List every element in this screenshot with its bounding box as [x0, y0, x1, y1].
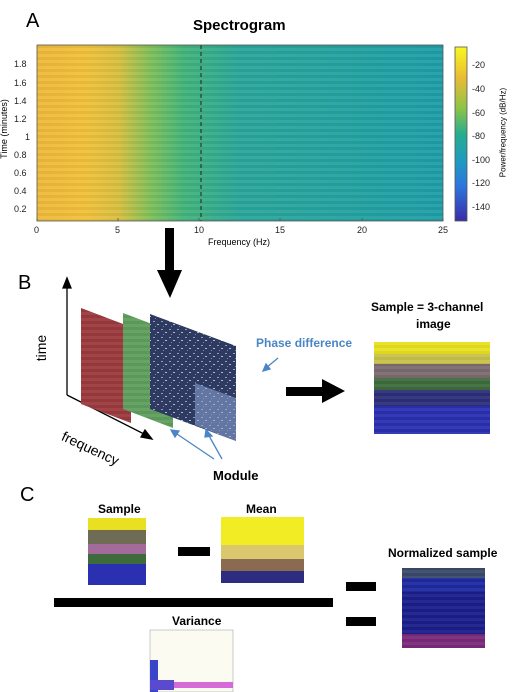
- y-tick: 0.4: [14, 186, 27, 196]
- module-arrows: [169, 357, 279, 460]
- mean-image: [221, 517, 304, 583]
- cbar-tick: -20: [472, 60, 486, 70]
- x-tick: 5: [115, 225, 121, 235]
- sample-label: Sample: [98, 502, 141, 516]
- y-tick: 0.6: [14, 168, 27, 178]
- panel-a-letter: A: [26, 10, 40, 32]
- x-tick: 20: [357, 225, 368, 235]
- colorbar-label: Power/frequency (dB/Hz): [498, 87, 508, 178]
- cbar-tick: -80: [472, 131, 486, 141]
- variance-image: [149, 629, 234, 692]
- y-tick: 1.8: [14, 59, 27, 69]
- y-tick: 0.8: [14, 150, 27, 160]
- cbar-tick: -120: [472, 178, 491, 188]
- fraction-bar: [54, 598, 333, 607]
- panel-b-letter: B: [18, 272, 32, 294]
- sample-caption-line2: image: [416, 317, 451, 331]
- phase-difference-label: Phase difference: [256, 336, 353, 350]
- y-tick: 1.4: [14, 96, 27, 106]
- arrow-to-sample: [286, 379, 345, 403]
- mean-label: Mean: [246, 502, 277, 516]
- equals-top: [346, 582, 376, 591]
- cbar-tick: -40: [472, 84, 486, 94]
- variance-label: Variance: [172, 614, 222, 628]
- cbar-tick: -60: [472, 108, 486, 118]
- equals-bottom: [346, 617, 376, 626]
- x-tick: 15: [275, 225, 286, 235]
- cbar-tick: -100: [472, 155, 491, 165]
- time-axis-label: time: [33, 334, 50, 362]
- arrow-a-to-b: [157, 228, 182, 298]
- spectrogram-title: Spectrogram: [193, 17, 286, 34]
- panel-b-axes: [62, 276, 154, 440]
- minus-sign: [178, 547, 210, 556]
- y-tick: 0.2: [14, 204, 27, 214]
- normalized-sample-label: Normalized sample: [388, 546, 498, 560]
- y-tick: 1.2: [14, 114, 27, 124]
- spectrogram-x-ticks: [36, 218, 444, 221]
- sample-image-c: [88, 518, 146, 585]
- x-tick: 0: [34, 225, 40, 235]
- cbar-tick: -140: [472, 202, 491, 212]
- y-tick: 1.6: [14, 78, 27, 88]
- y-tick: 1: [25, 132, 31, 142]
- normalized-sample-image: [402, 568, 485, 648]
- sample-caption-line1: Sample = 3-channel: [371, 300, 484, 314]
- x-tick: 10: [194, 225, 205, 235]
- colorbar: [454, 46, 468, 222]
- red-channel-plane: [81, 308, 131, 423]
- x-axis-label: Frequency (Hz): [208, 237, 271, 247]
- module-label: Module: [213, 468, 259, 483]
- y-axis-label: Time (minutes): [0, 99, 9, 159]
- x-tick: 25: [438, 225, 449, 235]
- spectrogram-image: [36, 44, 444, 222]
- sample-image-b: [374, 342, 490, 434]
- blue-channel-plane: [150, 314, 236, 441]
- panel-c-letter: C: [20, 484, 35, 506]
